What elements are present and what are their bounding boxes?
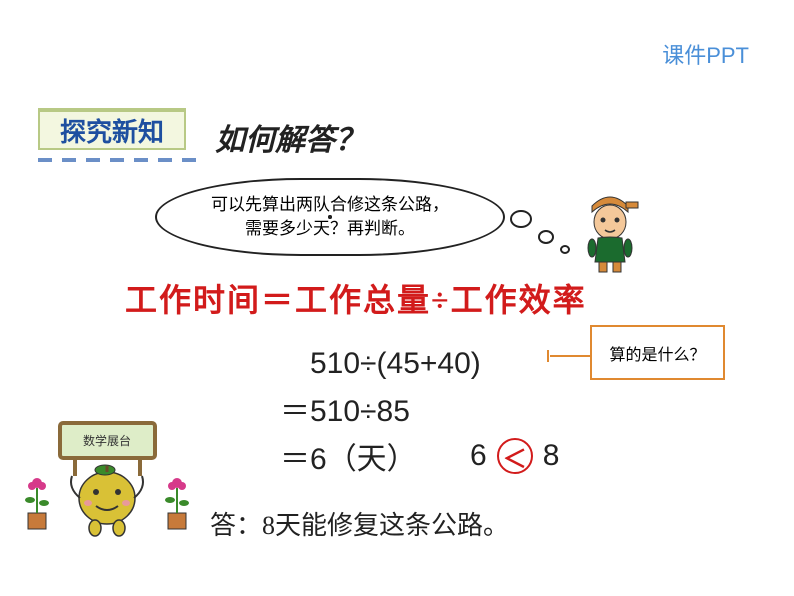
compare-right: 8 <box>543 439 560 473</box>
compare-left: 6 <box>470 439 487 473</box>
calc-line1: 510÷(45+40) <box>310 340 481 388</box>
thought-cloud: 可以先算出两队合修这条公路， 需要多少天？再判断。 <box>155 178 505 256</box>
calc-result-unit: （天） <box>327 443 417 476</box>
thought-bubble-icon <box>560 245 570 254</box>
formula-text: 工作时间＝工作总量÷工作效率 <box>125 275 587 321</box>
thought-bubble-icon <box>510 210 532 228</box>
calc-line3: ＝6（天） <box>280 436 481 484</box>
cloud-line1: 可以先算出两队合修这条公路， <box>211 193 449 217</box>
calculation-block: 510÷(45+40) ＝510÷85 ＝6（天） <box>280 340 481 484</box>
header-label: 课件PPT <box>662 38 749 70</box>
calc-line2: ＝510÷85 <box>280 388 481 436</box>
callout-box: 算的是什么？ <box>590 325 725 380</box>
compare-operator-circle: ＜ <box>497 438 533 474</box>
title-badge: 探究新知 <box>38 108 186 150</box>
callout-connector <box>550 355 590 357</box>
boy-character-icon <box>575 190 645 275</box>
question-text: 如何解答？ <box>215 115 365 159</box>
board-text: 数学展台 <box>83 433 131 448</box>
comparison: 6 ＜ 8 <box>470 438 559 474</box>
thought-bubble-icon <box>538 230 554 244</box>
title-dashes <box>38 158 196 162</box>
apple-board-scene-icon: 数学展台 <box>20 418 195 538</box>
cloud-line2: 需要多少天？再判断。 <box>245 217 415 241</box>
calc-result-value: ＝6 <box>280 443 327 476</box>
answer-text: 答：8天能修复这条公路。 <box>210 505 509 542</box>
